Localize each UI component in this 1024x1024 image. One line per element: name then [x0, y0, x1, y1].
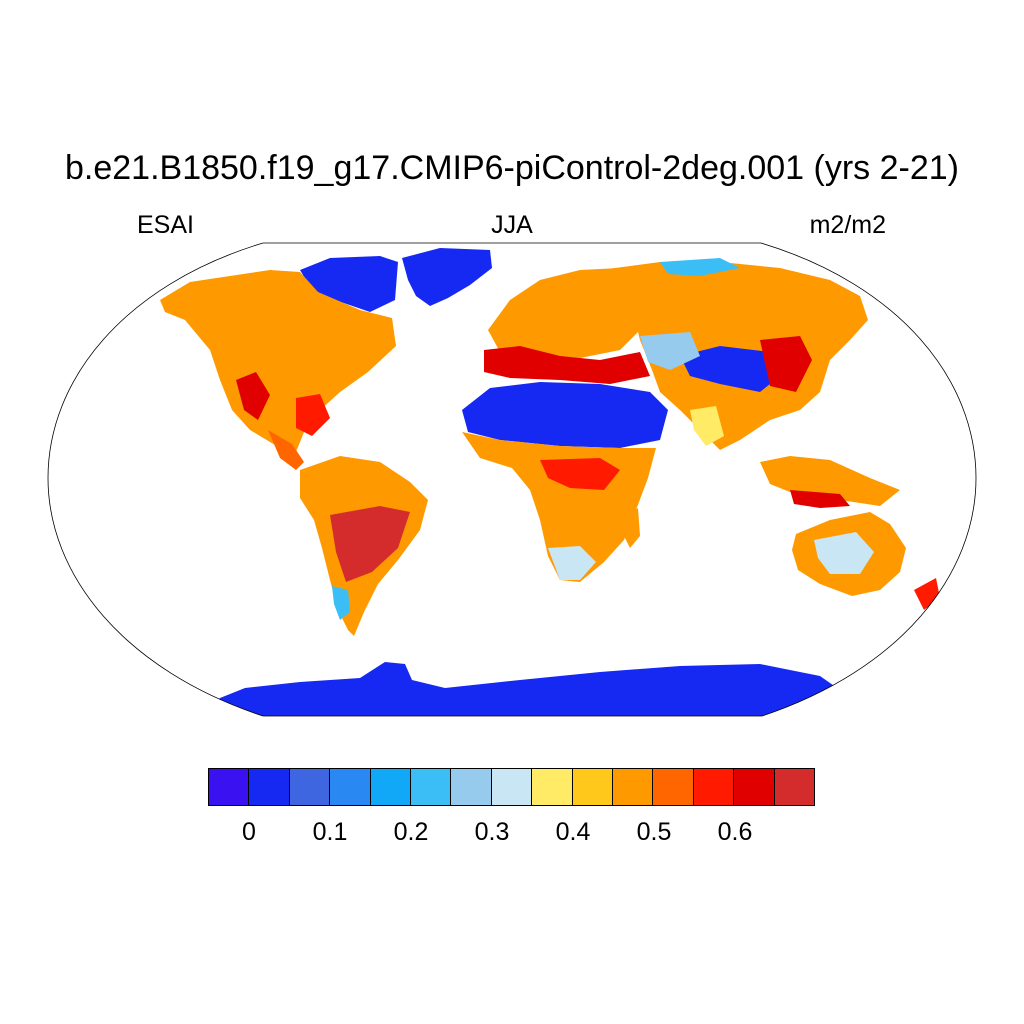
colorbar-label: 0.1 — [312, 818, 348, 846]
region-australia-interior — [814, 532, 874, 574]
colorbar-label: 0.3 — [474, 818, 510, 846]
colorbar-box — [532, 769, 573, 805]
colorbar-labels: 0 0.1 0.2 0.3 0.4 0.5 0.6 — [0, 817, 1024, 851]
colorbar-box — [693, 769, 735, 805]
colorbar-box — [209, 769, 250, 805]
colorbar-box — [249, 769, 290, 805]
region-south-america-blue — [332, 586, 350, 620]
region-asia-blue — [680, 346, 790, 392]
colorbar-box — [653, 769, 694, 805]
region-northern-asia-lightblue — [660, 258, 740, 276]
region-arctic-canada — [300, 256, 398, 312]
region-greenland — [402, 248, 492, 306]
colorbar-box — [411, 769, 452, 805]
region-africa-hot — [540, 458, 620, 490]
plot-title: b.e21.B1850.f19_g17.CMIP6-piControl-2deg… — [65, 149, 959, 187]
right-string: m2/m2 — [809, 211, 886, 239]
colorbar-box — [289, 769, 331, 805]
colorbar-box — [774, 769, 815, 805]
region-north-america — [160, 270, 396, 452]
region-north-america-hot-east — [296, 394, 330, 436]
region-asia-yellow — [690, 406, 724, 446]
region-new-zealand — [914, 578, 940, 610]
colorbar-label: 0 — [242, 818, 256, 846]
colorbar-label: 0.5 — [636, 818, 672, 846]
map-border — [47, 242, 977, 717]
colorbar-box — [491, 769, 533, 805]
region-central-america — [268, 430, 304, 470]
colorbar-label: 0.2 — [393, 818, 429, 846]
region-mediterranean-hot — [484, 346, 650, 384]
region-asia-hot — [760, 336, 812, 392]
colorbar-label: 0.6 — [717, 818, 753, 846]
region-southern-africa-lightblue — [548, 546, 596, 580]
left-string: ESAI — [137, 211, 194, 239]
colorbar-box — [370, 769, 412, 805]
region-antarctica — [200, 662, 860, 716]
region-indonesia-hot — [790, 490, 850, 508]
colorbar-box — [613, 769, 654, 805]
region-europe — [488, 268, 640, 358]
region-asia-lightblue — [640, 332, 700, 370]
region-sahara — [462, 382, 668, 448]
region-south-america-hot — [330, 506, 410, 582]
region-madagascar — [624, 508, 640, 548]
center-string: JJA — [491, 211, 533, 239]
colorbar-box — [572, 769, 614, 805]
colorbar-box — [330, 769, 371, 805]
region-north-america-hot — [236, 372, 270, 420]
colorbar-box — [451, 769, 492, 805]
colorbar-box — [734, 769, 775, 805]
colorbar-label: 0.4 — [555, 818, 591, 846]
colorbar — [208, 768, 815, 806]
